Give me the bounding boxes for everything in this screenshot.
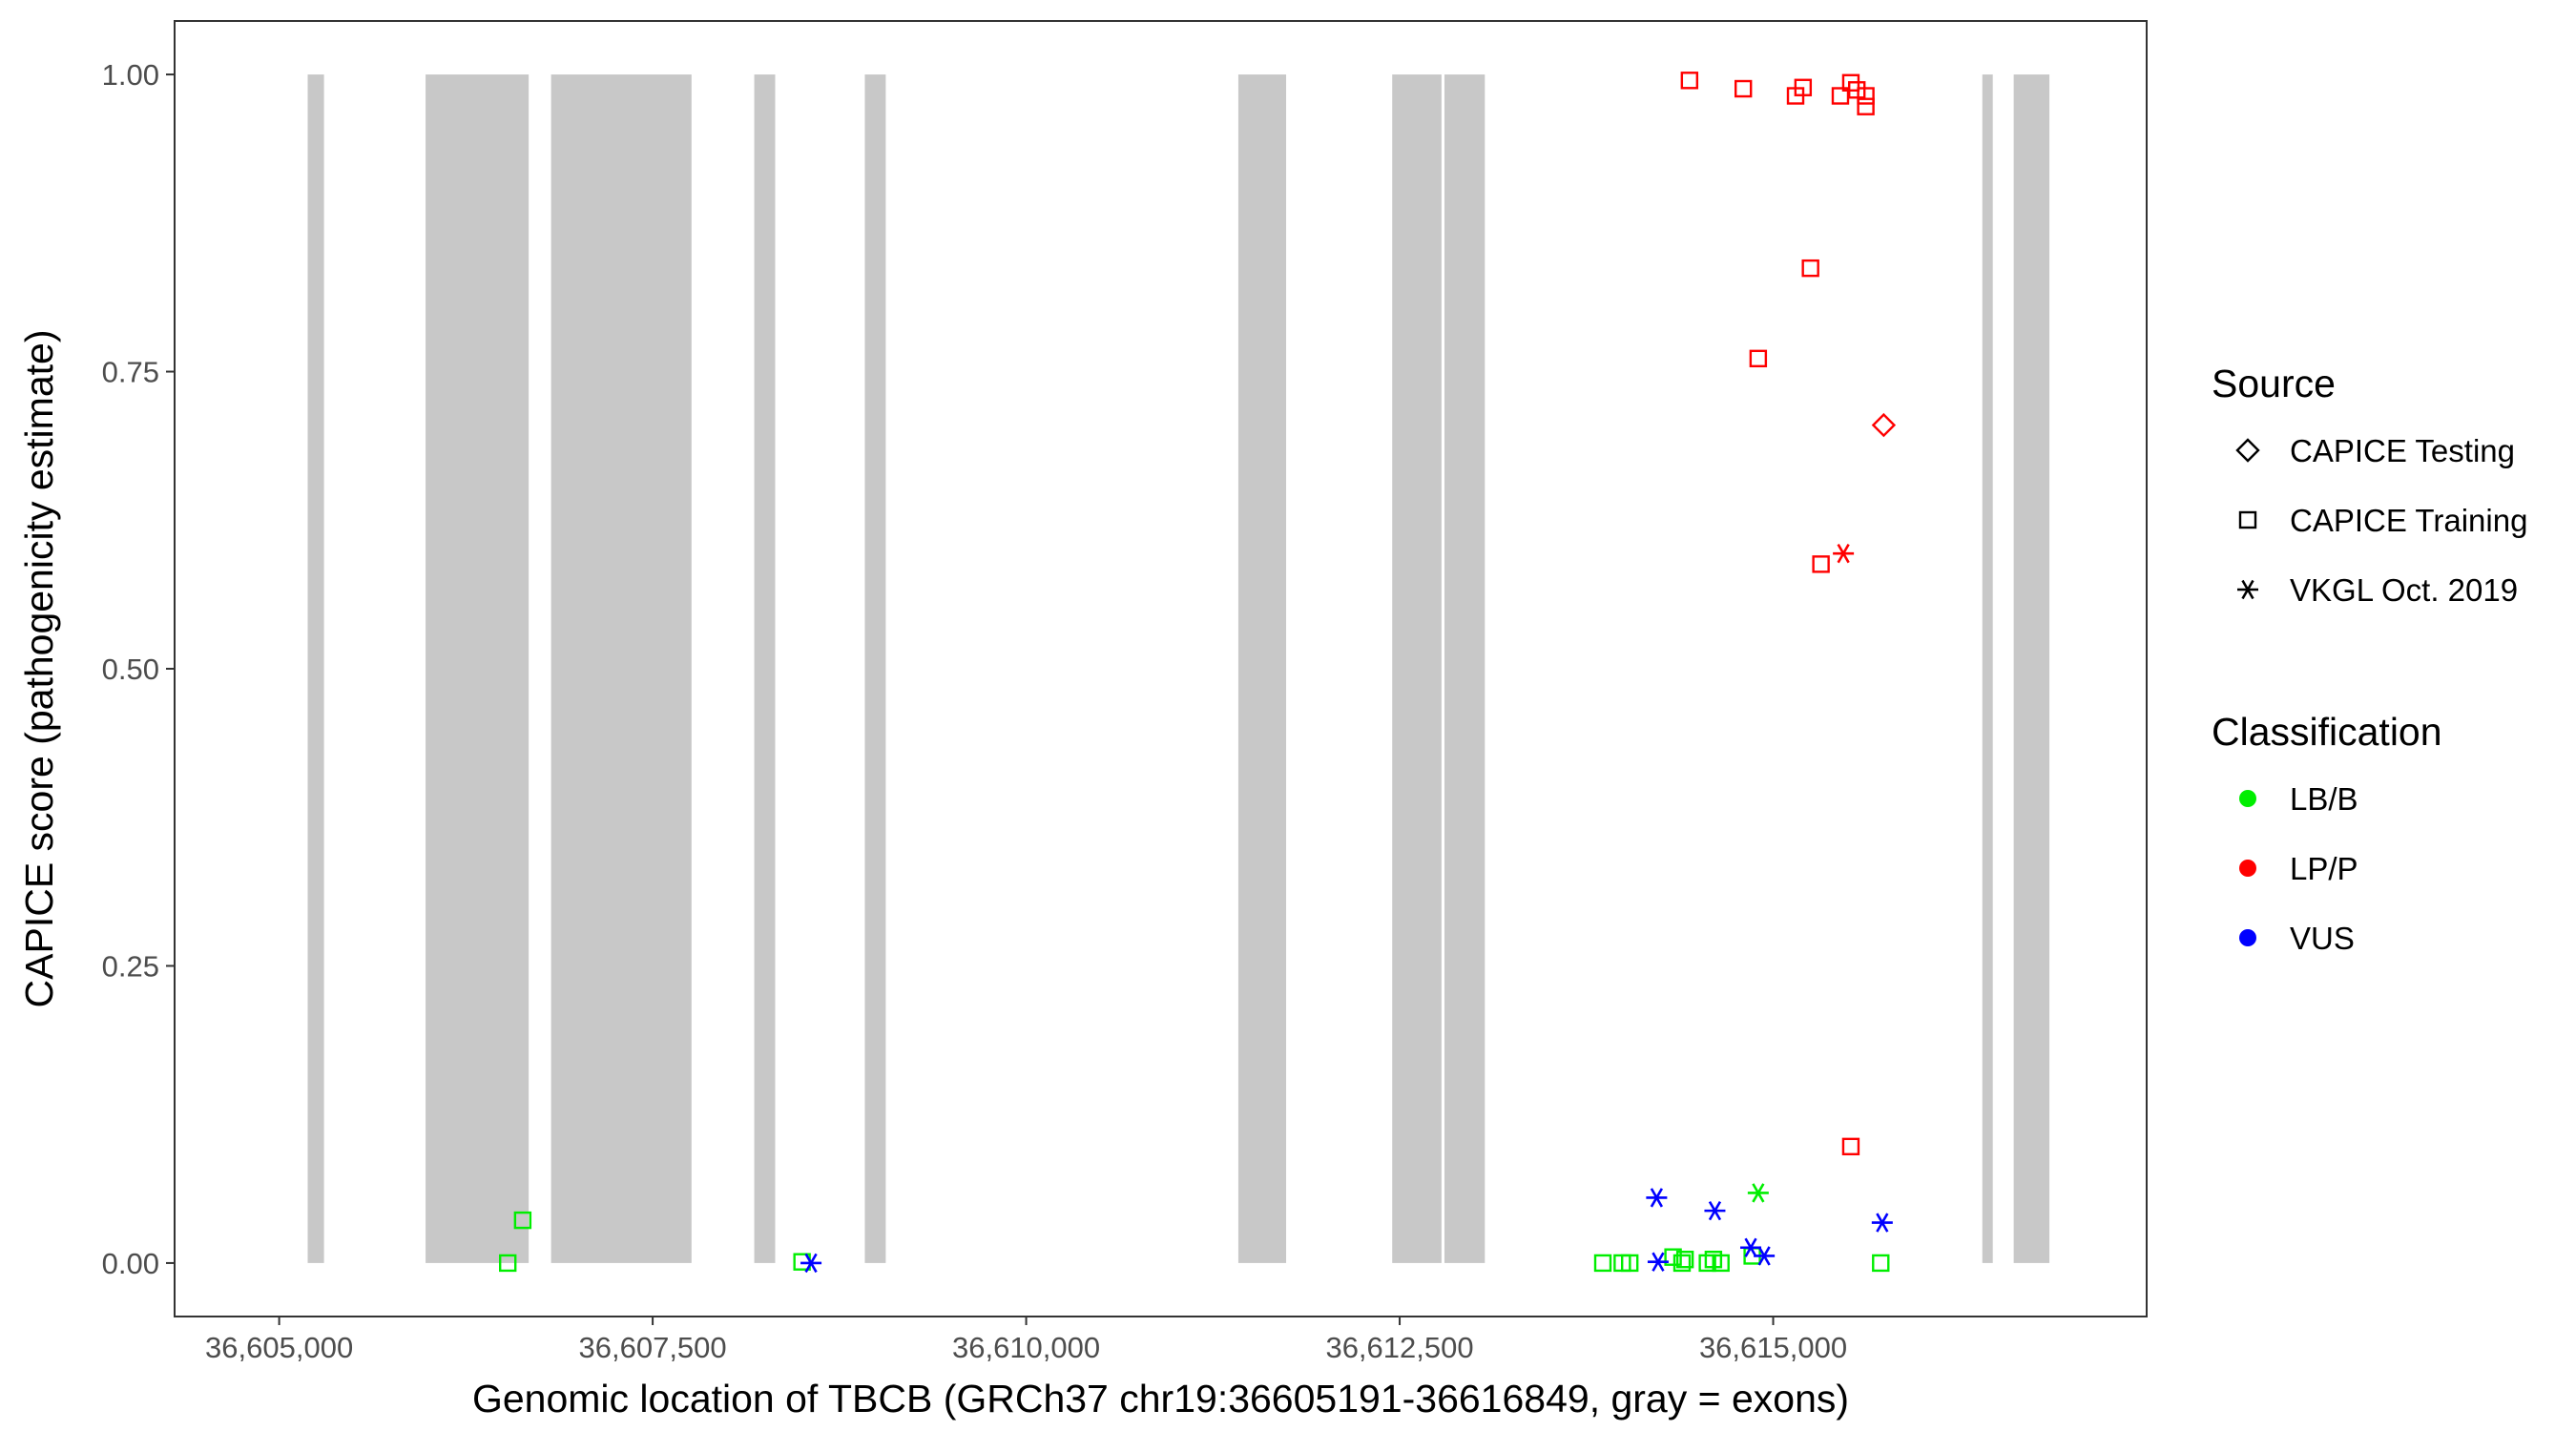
x-tick-label: 36,610,000 [952, 1331, 1100, 1364]
x-axis-title: Genomic location of TBCB (GRCh37 chr19:3… [472, 1377, 1849, 1421]
data-point [1672, 1254, 1692, 1273]
data-point [1712, 1254, 1730, 1273]
data-point [1593, 1254, 1612, 1273]
exon-band [1237, 74, 1287, 1263]
data-point [2238, 510, 2257, 529]
data-point [1794, 78, 1813, 96]
data-point [1740, 1237, 1762, 1257]
legend-item: VUS [2239, 921, 2355, 956]
legend-item: VKGL Oct. 2019 [2237, 572, 2518, 608]
data-point [1833, 543, 1855, 564]
data-point [1647, 1252, 1669, 1272]
data-point [1620, 1254, 1639, 1273]
exon-band [754, 74, 776, 1263]
data-point [1831, 87, 1850, 105]
exon-band [307, 74, 324, 1263]
legend-key [2239, 860, 2256, 877]
data-point [1680, 72, 1699, 90]
data-point [1664, 1248, 1682, 1266]
legend-item: LB/B [2239, 781, 2358, 817]
data-point [498, 1254, 517, 1273]
exon-band [1982, 74, 1993, 1263]
asterisk-stroke [1757, 1246, 1771, 1266]
asterisk-stroke [1744, 1237, 1757, 1257]
x-tick-label: 36,605,000 [205, 1331, 353, 1364]
data-point [1812, 555, 1830, 573]
series-lp-p [1680, 72, 1897, 1156]
legend-label: CAPICE Training [2290, 503, 2527, 538]
data-point [1841, 1137, 1860, 1156]
data-point [1675, 1250, 1694, 1269]
x-tick-label: 36,615,000 [1699, 1331, 1847, 1364]
data-point [1871, 412, 1897, 438]
data-point [1735, 79, 1753, 98]
data-point [1801, 259, 1819, 278]
asterisk-stroke [2241, 579, 2254, 600]
legend-item: LP/P [2239, 851, 2358, 886]
data-point [1747, 1183, 1769, 1203]
asterisk-stroke [1652, 1252, 1665, 1272]
legend-title: Source [2212, 362, 2336, 405]
y-tick-label: 0.75 [102, 356, 159, 389]
legend-classification: Classification LB/B LP/P VUS [2212, 710, 2442, 956]
y-tick-label: 0.25 [102, 949, 159, 983]
data-point [1646, 1188, 1668, 1208]
y-tick-label: 1.00 [102, 58, 159, 92]
asterisk-stroke [1752, 1183, 1765, 1203]
y-tick-label: 0.00 [102, 1247, 159, 1280]
y-axis-title: CAPICE score (pathogenicity estimate) [17, 330, 61, 1008]
series-vus [800, 1188, 1893, 1274]
exon-band [1392, 74, 1442, 1263]
asterisk-stroke [1650, 1188, 1664, 1208]
legend-item: CAPICE Testing [2235, 433, 2515, 468]
data-point [1857, 97, 1875, 115]
legend-title: Classification [2212, 710, 2442, 754]
exon-bands [307, 74, 2050, 1263]
data-point [1698, 1254, 1716, 1273]
legend-source: Source CAPICE Testing CAPICE Training VKGL … [2212, 362, 2527, 608]
legend-label: VKGL Oct. 2019 [2290, 572, 2518, 608]
y-tick-label: 0.50 [102, 653, 159, 686]
data-point [2237, 579, 2258, 600]
x-tick-label: 36,612,500 [1325, 1331, 1473, 1364]
legend-key [2239, 929, 2256, 946]
exon-band [1444, 74, 1485, 1263]
exon-band [864, 74, 886, 1263]
exon-band [426, 74, 530, 1263]
legend-label: LP/P [2290, 851, 2358, 886]
data-point [1857, 87, 1875, 105]
data-point [1848, 81, 1866, 99]
exon-band [2013, 74, 2050, 1263]
data-point [800, 1253, 822, 1274]
asterisk-stroke [1708, 1200, 1722, 1221]
data-point [1871, 1213, 1893, 1233]
data-points [498, 72, 1897, 1274]
legend-label: LB/B [2290, 781, 2358, 817]
legend-key [2239, 790, 2256, 807]
data-point [1704, 1200, 1726, 1221]
legend-item: CAPICE Training [2238, 503, 2527, 538]
data-point [1749, 349, 1768, 368]
legend-label: CAPICE Testing [2290, 433, 2515, 468]
legend-label: VUS [2290, 921, 2355, 956]
asterisk-stroke [804, 1253, 818, 1274]
series-lb-b [498, 1183, 1890, 1273]
data-point [2235, 438, 2260, 463]
asterisk-stroke [1876, 1213, 1889, 1233]
exon-band [551, 74, 692, 1263]
data-point [513, 1211, 532, 1230]
data-point [1754, 1246, 1776, 1266]
asterisk-stroke [1837, 543, 1850, 564]
y-axis: 0.00 0.25 0.50 0.75 1.00 [102, 58, 175, 1280]
data-point [1872, 1254, 1890, 1273]
x-axis: 36,605,000 36,607,500 36,610,000 36,612,500… [205, 1317, 1847, 1364]
x-tick-label: 36,607,500 [579, 1331, 727, 1364]
